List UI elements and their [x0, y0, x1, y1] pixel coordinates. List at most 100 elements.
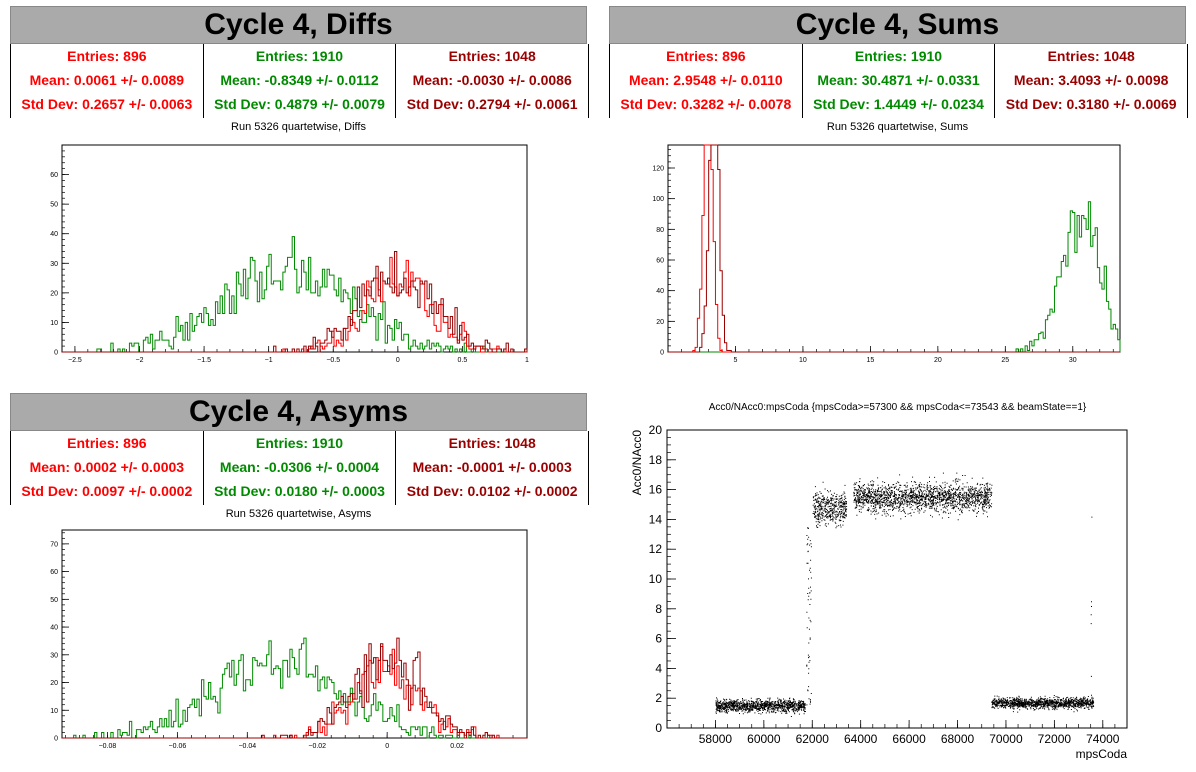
sums-title: Cycle 4, Sums [609, 6, 1186, 44]
scatter-transition-points [806, 516, 1093, 706]
y-tick-label: 12 [649, 542, 663, 556]
y-tick-label: 10 [50, 320, 58, 327]
y-tick-label: 0 [54, 736, 58, 743]
y-tick-label: 4 [655, 661, 662, 675]
stat-mean: Mean: 0.0061 +/- 0.0089 [29, 72, 185, 88]
x-tick-label: 66000 [892, 732, 926, 746]
y-tick-label: 30 [50, 261, 58, 268]
histogram-series-darkred [668, 144, 1120, 353]
x-tick-label: 62000 [796, 732, 830, 746]
axes: 58000 60000 62000 64000 66000 68000 70000 72000… [649, 423, 1128, 746]
sums-stats: Entries: 896 Mean: 2.9548 +/- 0.0110 Std… [609, 44, 1188, 118]
y-tick-label: 2 [655, 691, 662, 705]
x-tick-label: 5 [734, 357, 738, 364]
y-tick-label: 14 [649, 512, 663, 526]
stat-entries: Entries: 1910 [255, 48, 344, 64]
plot-frame [667, 144, 1121, 353]
y-tick-label: 60 [656, 258, 664, 265]
sums-subtitle: Run 5326 quartetwise, Sums [826, 121, 969, 133]
y-tick-label: 100 [652, 196, 664, 203]
stat-std: Std Dev: 0.0097 +/- 0.0002 [21, 483, 193, 499]
scatter-points [715, 697, 806, 717]
x-tick-label: −1.5 [197, 357, 211, 364]
stat-mean: Mean: 2.9548 +/- 0.0110 [628, 72, 783, 88]
x-tick-label: 30 [1069, 357, 1077, 364]
y-tick-label: 16 [649, 483, 663, 497]
sums-stats-green: Entries: 1910 Mean: 30.4871 +/- 0.0331 S… [803, 44, 996, 118]
stat-std: Std Dev: 1.4449 +/- 0.0234 [813, 96, 984, 112]
asyms-title: Cycle 4, Asyms [10, 393, 587, 431]
y-tick-label: 20 [50, 680, 58, 687]
x-tick-label: 15 [866, 357, 874, 364]
stat-std: Std Dev: 0.3282 +/- 0.0078 [620, 96, 792, 112]
stat-mean: Mean: -0.0306 +/- 0.0004 [219, 459, 380, 475]
x-tick-label: 0 [385, 743, 389, 750]
x-tick-label: −0.08 [99, 743, 117, 750]
x-tick-label: 10 [799, 357, 807, 364]
x-tick-label: 20 [934, 357, 942, 364]
diffs-title: Cycle 4, Diffs [10, 6, 587, 44]
x-tick-label: 64000 [844, 732, 878, 746]
histogram-series-darkred [62, 250, 528, 353]
y-tick-label: 50 [50, 202, 58, 209]
x-tick-label: 60000 [747, 732, 781, 746]
stat-std: Std Dev: 0.2657 +/- 0.0063 [21, 96, 193, 112]
y-tick-label: 30 [50, 652, 58, 659]
asyms-stats-darkred: Entries: 1048 Mean: -0.0001 +/- 0.0003 S… [396, 431, 588, 505]
y-tick-label: 0 [54, 350, 58, 357]
x-tick-label: 72000 [1038, 732, 1072, 746]
asyms-stats: Entries: 896 Mean: 0.0002 +/- 0.0003 Std… [10, 431, 589, 505]
x-tick-label: −0.04 [238, 743, 256, 750]
asyms-stats-green: Entries: 1910 Mean: -0.0306 +/- 0.0004 S… [204, 431, 397, 505]
stat-std: Std Dev: 0.0180 +/- 0.0003 [214, 483, 385, 499]
stat-entries: Entries: 1048 [448, 435, 536, 451]
x-tick-label: −0.5 [326, 357, 340, 364]
y-tick-label: 0 [655, 721, 662, 735]
scatter-points [991, 694, 1095, 713]
histogram-series-green [62, 637, 527, 739]
sums-stats-red: Entries: 896 Mean: 2.9548 +/- 0.0110 Std… [610, 44, 803, 118]
diffs-subtitle: Run 5326 quartetwise, Diffs [231, 121, 366, 133]
stat-mean: Mean: -0.8349 +/- 0.0112 [220, 72, 379, 88]
y-tick-label: 40 [656, 288, 664, 295]
y-tick-label: 8 [655, 602, 662, 616]
plot-frame [61, 529, 528, 739]
plot-frame [666, 429, 1128, 729]
x-tick-label: −1 [265, 357, 273, 364]
scatter-points [806, 516, 1093, 706]
scatter-points [812, 481, 848, 529]
histogram-series-red [668, 144, 1120, 353]
x-tick-label: −0.06 [169, 743, 187, 750]
y-tick-label: 10 [649, 572, 663, 586]
y-tick-label: 60 [50, 569, 58, 576]
acc0-scatter-plot: 58000 60000 62000 64000 66000 68000 70000 72000… [630, 423, 1128, 760]
stat-entries: Entries: 896 [67, 435, 147, 451]
scatter-cluster-0 [715, 697, 806, 717]
stat-mean: Mean: -0.0001 +/- 0.0003 [412, 459, 572, 475]
x-tick-label: 58000 [699, 732, 733, 746]
x-tick-label: 0.02 [450, 743, 464, 750]
x-tick-label: −2.5 [68, 357, 82, 364]
x-tick-label: −2 [136, 357, 144, 364]
scatter-cluster-3 [991, 694, 1095, 713]
x-axis-label: mpsCoda [1076, 747, 1128, 760]
x-tick-label: 74000 [1086, 732, 1120, 746]
stat-entries: Entries: 896 [67, 48, 147, 64]
x-tick-label: 1 [525, 357, 529, 364]
y-tick-label: 18 [649, 453, 663, 467]
asyms-stats-red: Entries: 896 Mean: 0.0002 +/- 0.0003 Std… [11, 431, 204, 505]
y-tick-label: 60 [50, 172, 58, 179]
sums-stats-darkred: Entries: 1048 Mean: 3.4093 +/- 0.0098 St… [995, 44, 1187, 118]
asyms-histogram: −0.08 −0.06 −0.04 −0.02 0 0.02 0 10 20 30 40 50 60 70 [50, 529, 528, 750]
diffs-stats-red: Entries: 896 Mean: 0.0061 +/- 0.0089 Std… [11, 44, 204, 118]
scatter-points [853, 472, 993, 521]
stat-entries: Entries: 1910 [255, 435, 344, 451]
y-tick-label: 20 [656, 319, 664, 326]
x-tick-label: 0 [396, 357, 400, 364]
axes: 5 10 15 20 25 30 0 20 40 60 80 100 120 [652, 144, 1121, 364]
histogram-series-green [668, 201, 1121, 353]
y-tick-label: 80 [656, 227, 664, 234]
scatter-title: Acc0/NAcc0:mpsCoda {mpsCoda>=57300 && mp… [708, 402, 1087, 413]
stat-entries: Entries: 1910 [854, 48, 943, 64]
